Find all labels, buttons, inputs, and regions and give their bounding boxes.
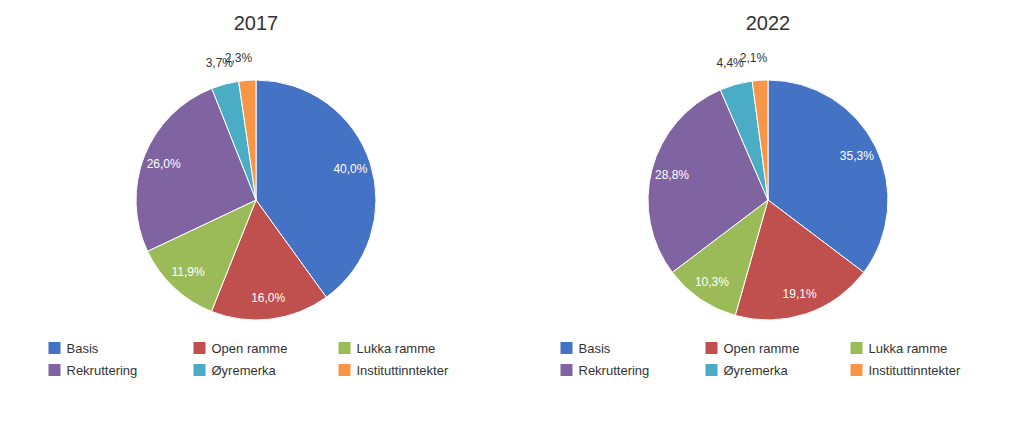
legend-swatch <box>194 364 206 376</box>
legend-label: Rekruttering <box>579 363 650 378</box>
chart-root: 201740,0%16,0%11,9%26,0%3,7%2,3%BasisOpe… <box>0 0 1024 426</box>
data-label: 2,3% <box>225 51 253 65</box>
data-label: 28,8% <box>655 168 689 182</box>
slices <box>648 80 888 320</box>
pie-slice <box>239 80 256 200</box>
legend-swatch <box>851 364 863 376</box>
legend-swatch <box>194 342 206 354</box>
data-label: 26,0% <box>147 157 181 171</box>
pie-slice <box>752 80 768 200</box>
legend-swatch <box>49 364 61 376</box>
data-labels: 35,3%19,1%10,3%28,8%4,4%2,1% <box>655 51 874 301</box>
legend-label: Lukka ramme <box>357 341 436 356</box>
pie-panel: 201740,0%16,0%11,9%26,0%3,7%2,3%BasisOpe… <box>49 12 449 378</box>
legend-swatch <box>851 342 863 354</box>
data-label: 10,3% <box>695 275 729 289</box>
data-label: 19,1% <box>783 287 817 301</box>
legend-swatch <box>561 364 573 376</box>
legend-swatch <box>706 364 718 376</box>
legend: Basis Open ramme Lukka ramme Rekruttering Øy… <box>49 341 449 378</box>
data-label: 11,9% <box>171 265 204 279</box>
legend-label: Open ramme <box>724 341 800 356</box>
legend-label: Open ramme <box>212 341 288 356</box>
legend-label: Rekruttering <box>67 363 138 378</box>
legend-swatch <box>706 342 718 354</box>
chart-svg: 201740,0%16,0%11,9%26,0%3,7%2,3%BasisOpe… <box>0 0 1024 426</box>
legend-label: Øyremerka <box>724 363 789 378</box>
legend-label: Basis <box>67 341 99 356</box>
data-label: 40,0% <box>333 162 367 176</box>
legend-label: Instituttinntekter <box>869 363 961 378</box>
data-label: 35,3% <box>840 149 874 163</box>
legend: Basis Open ramme Lukka ramme Rekruttering Øy… <box>561 341 961 378</box>
legend-label: Øyremerka <box>212 363 277 378</box>
legend-label: Basis <box>579 341 611 356</box>
legend-swatch <box>561 342 573 354</box>
data-labels: 40,0%16,0%11,9%26,0%3,7%2,3% <box>147 51 368 305</box>
legend-swatch <box>339 364 351 376</box>
pie-panel: 202235,3%19,1%10,3%28,8%4,4%2,1%BasisOpe… <box>561 12 961 378</box>
data-label: 16,0% <box>251 291 285 305</box>
chart-title: 2022 <box>746 12 791 34</box>
slices <box>136 80 376 320</box>
data-label: 2,1% <box>740 51 768 65</box>
legend-label: Instituttinntekter <box>357 363 449 378</box>
legend-label: Lukka ramme <box>869 341 948 356</box>
legend-swatch <box>339 342 351 354</box>
legend-swatch <box>49 342 61 354</box>
chart-title: 2017 <box>234 12 279 34</box>
